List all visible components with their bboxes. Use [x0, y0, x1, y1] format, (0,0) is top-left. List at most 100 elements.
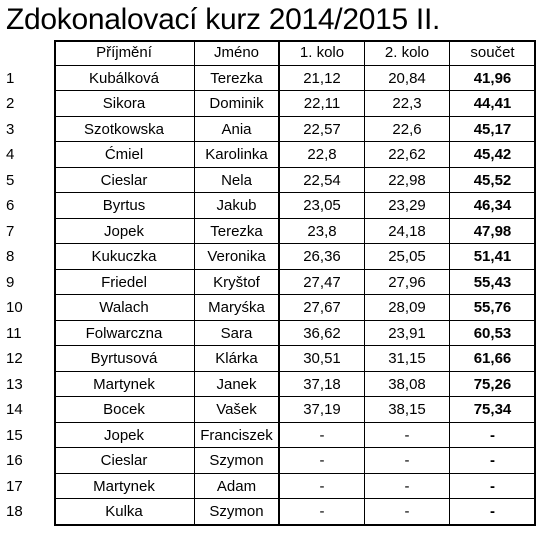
round-1: 36,62 [280, 320, 365, 346]
row-number: 7 [6, 222, 15, 240]
surname: Szotkowska [54, 116, 195, 142]
round-2: 28,09 [365, 295, 450, 321]
surname: Martynek [54, 473, 195, 499]
round-2: - [365, 473, 450, 499]
round-1: 26,36 [280, 244, 365, 270]
first-name: Veronika [195, 244, 280, 270]
header-cell: Jméno [195, 40, 280, 66]
total: 61,66 [450, 346, 536, 372]
sheet-title: Zdokonalovací kurz 2014/2015 II. [6, 3, 441, 36]
surname: Byrtus [54, 193, 195, 219]
round-2: - [365, 499, 450, 525]
round-1: 22,57 [280, 116, 365, 142]
row-number: 11 [6, 324, 22, 342]
first-name: Szymon [195, 448, 280, 474]
header-cell: 2. kolo [365, 40, 450, 66]
header-cell: 1. kolo [280, 40, 365, 66]
first-name: Vašek [195, 397, 280, 423]
row-number: 6 [6, 197, 15, 214]
total: - [450, 473, 536, 499]
row-number: 16 [6, 452, 23, 469]
surname: Folwarczna [54, 320, 195, 346]
first-name: Kryštof [195, 269, 280, 295]
first-name: Szymon [195, 499, 280, 525]
row-number: 9 [6, 273, 15, 291]
row-number: 18 [6, 503, 23, 520]
round-2: 31,15 [365, 346, 450, 372]
round-1: 27,47 [280, 269, 365, 295]
surname: Friedel [54, 269, 195, 295]
round-2: 22,62 [365, 142, 450, 168]
total: 55,76 [450, 295, 536, 321]
first-name: Klárka [195, 346, 280, 372]
surname: Martynek [54, 371, 195, 397]
total: 44,41 [450, 91, 536, 117]
row-number: 5 [6, 171, 15, 189]
round-2: 20,84 [365, 65, 450, 91]
first-name: Terezka [195, 65, 280, 91]
surname: Walach [54, 295, 195, 321]
round-1: 22,11 [280, 91, 365, 117]
round-1: - [280, 499, 365, 525]
surname: Cieslar [54, 448, 195, 474]
round-1: 27,67 [280, 295, 365, 321]
row-number: 12 [6, 350, 23, 367]
round-2: 22,98 [365, 167, 450, 193]
round-1: 23,05 [280, 193, 365, 219]
first-name: Janek [195, 371, 280, 397]
row-number: 1 [6, 69, 15, 87]
total: 55,43 [450, 269, 536, 295]
total: 46,34 [450, 193, 536, 219]
total: - [450, 499, 536, 525]
round-2: 27,96 [365, 269, 450, 295]
first-name: Adam [195, 473, 280, 499]
total: 75,34 [450, 397, 536, 423]
surname: Jopek [54, 218, 195, 244]
round-2: - [365, 448, 450, 474]
surname: Bocek [54, 397, 195, 423]
surname: Jopek [54, 422, 195, 448]
round-2: - [365, 422, 450, 448]
round-1: - [280, 422, 365, 448]
round-2: 38,08 [365, 371, 450, 397]
total: 60,53 [450, 320, 536, 346]
row-number: 15 [6, 426, 23, 444]
round-2: 22,3 [365, 91, 450, 117]
total: - [450, 422, 536, 448]
row-number: 8 [6, 248, 15, 265]
first-name: Jakub [195, 193, 280, 219]
total: 45,52 [450, 167, 536, 193]
round-2: 38,15 [365, 397, 450, 423]
surname: Kulka [54, 499, 195, 525]
first-name: Maryśka [195, 295, 280, 321]
surname: Cieslar [54, 167, 195, 193]
round-2: 22,6 [365, 116, 450, 142]
first-name: Sara [195, 320, 280, 346]
surname: Sikora [54, 91, 195, 117]
first-name: Nela [195, 167, 280, 193]
round-1: 22,8 [280, 142, 365, 168]
total: 45,42 [450, 142, 536, 168]
surname: Kubálková [54, 65, 195, 91]
total: 51,41 [450, 244, 536, 270]
surname: Kukuczka [54, 244, 195, 270]
header-cell: Příjmění [54, 40, 195, 66]
first-name: Terezka [195, 218, 280, 244]
row-number: 3 [6, 120, 15, 138]
first-name: Karolinka [195, 142, 280, 168]
total: 47,98 [450, 218, 536, 244]
round-2: 23,91 [365, 320, 450, 346]
total: 41,96 [450, 65, 536, 91]
row-number: 13 [6, 375, 23, 393]
row-number: 4 [6, 146, 15, 163]
round-2: 25,05 [365, 244, 450, 270]
round-1: 30,51 [280, 346, 365, 372]
surname: Byrtusová [54, 346, 195, 372]
total: 75,26 [450, 371, 536, 397]
total: - [450, 448, 536, 474]
round-1: 22,54 [280, 167, 365, 193]
row-number: 2 [6, 95, 15, 112]
first-name: Dominik [195, 91, 280, 117]
round-1: - [280, 448, 365, 474]
surname: Ćmiel [54, 142, 195, 168]
